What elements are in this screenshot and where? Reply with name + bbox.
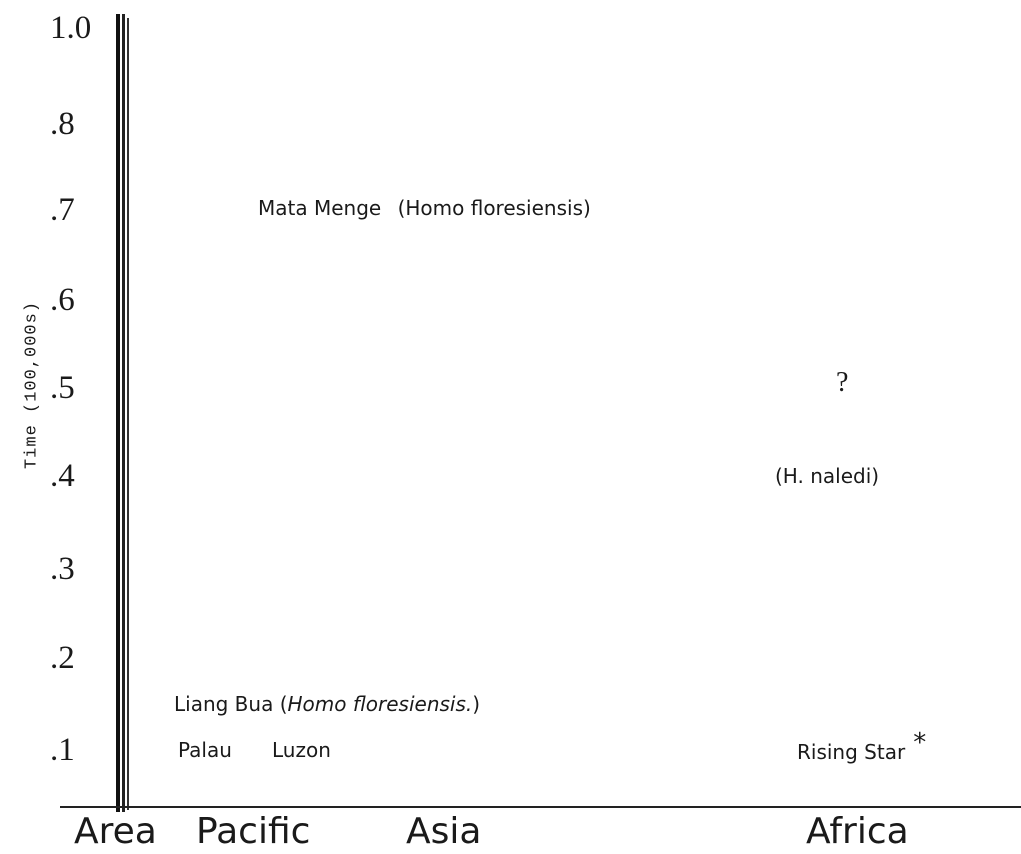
y-tick-0.2: .2: [50, 640, 75, 676]
y-tick-0.4: .4: [50, 458, 75, 494]
x-axis-line: [60, 806, 1021, 808]
site-name: Rising Star: [797, 740, 906, 764]
y-tick-0.7: .7: [50, 192, 75, 228]
annotation-liang-bua: Liang Bua (Homo floresiensis.): [174, 692, 480, 716]
x-category-pacific: Pacific: [196, 811, 311, 852]
annotation-question-mark: ?: [836, 367, 849, 398]
y-axis-line-stroke-3: [127, 18, 129, 810]
y-axis-line: [116, 14, 120, 812]
y-tick-1.0: 1.0: [50, 10, 92, 46]
x-category-area: Area: [74, 811, 157, 852]
asterisk-mark: *: [913, 728, 927, 758]
y-tick-0.8: .8: [50, 106, 75, 142]
annotation-h-naledi: (H. naledi): [775, 464, 880, 488]
site-name: Mata Menge: [258, 196, 382, 220]
y-tick-0.5: .5: [50, 370, 75, 406]
annotation-palau: Palau: [178, 738, 232, 762]
y-tick-0.1: .1: [50, 732, 75, 768]
annotation-luzon: Luzon: [272, 738, 331, 762]
y-tick-0.3: .3: [50, 551, 75, 587]
y-tick-0.6: .6: [50, 282, 75, 318]
site-name: Liang Bua (: [174, 692, 288, 716]
annotation-rising-star: Rising Star *: [797, 728, 926, 767]
closing-paren: ): [472, 692, 481, 716]
x-category-africa: Africa: [806, 811, 909, 852]
y-axis-line-stroke-2: [122, 14, 125, 812]
annotation-mata-menge: Mata Menge (Homo floresiensis): [258, 196, 591, 220]
x-category-asia: Asia: [406, 811, 482, 852]
taxon-name: (Homo floresiensis): [397, 196, 591, 220]
taxon-name: Homo floresiensis.: [287, 692, 473, 716]
y-axis-label: Time (100,000s): [22, 300, 42, 470]
